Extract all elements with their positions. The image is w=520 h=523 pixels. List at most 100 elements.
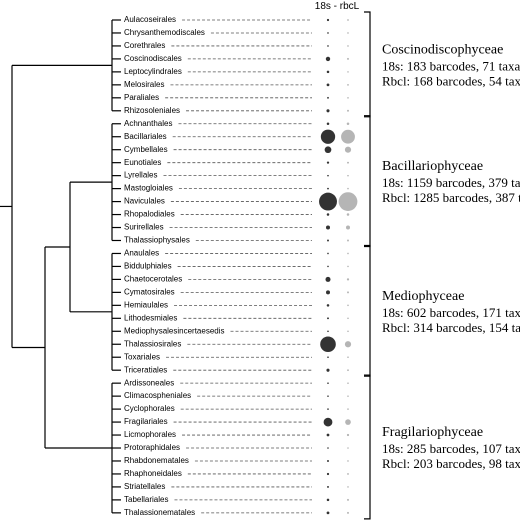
bubble-rbcl xyxy=(347,473,349,475)
bubble-rbcl xyxy=(344,341,352,348)
bubble-18s xyxy=(323,417,333,427)
order-label: Thalassiosirales xyxy=(124,339,181,348)
brace xyxy=(364,244,371,377)
bubble-18s xyxy=(327,485,329,488)
bubble-rbcl xyxy=(338,192,358,211)
bubble-18s xyxy=(327,252,329,255)
order-label: Corethrales xyxy=(124,41,165,50)
bubble-rbcl xyxy=(347,395,349,397)
bubble-18s xyxy=(326,109,330,113)
bubble-18s xyxy=(319,192,337,211)
bubble-18s xyxy=(327,356,329,359)
bubble-18s xyxy=(327,32,329,34)
order-label: Climacospheniales xyxy=(124,391,191,400)
bubble-18s xyxy=(326,213,330,216)
bubble-rbcl xyxy=(341,129,355,144)
bubble-rbcl xyxy=(347,486,349,488)
bubble-18s xyxy=(327,382,329,384)
order-label: Achnanthales xyxy=(124,119,172,128)
bubble-rbcl xyxy=(346,278,350,281)
bubble-18s xyxy=(320,129,336,144)
bubble-rbcl xyxy=(347,252,349,255)
order-label: Thalassionematales xyxy=(124,508,195,517)
bubble-18s xyxy=(326,83,330,87)
bubble-rbcl xyxy=(347,511,349,514)
bubble-18s xyxy=(327,187,329,190)
order-label: Cymbellales xyxy=(124,145,168,154)
order-label: Cyclophorales xyxy=(124,404,175,413)
order-label: Cymatosirales xyxy=(124,287,175,296)
bubble-18s xyxy=(320,336,336,353)
order-label: Triceratiales xyxy=(124,365,167,374)
order-label: Bacillariales xyxy=(124,132,167,141)
class-line: 18s: 1159 barcodes, 379 taxa xyxy=(382,175,520,190)
order-label: Hemiaulales xyxy=(124,300,168,309)
class-line: 18s: 602 barcodes, 171 taxa xyxy=(382,305,520,320)
brace xyxy=(364,115,371,248)
class-line: 18s: 183 barcodes, 71 taxa xyxy=(382,58,520,73)
class-line: Rbcl: 168 barcodes, 54 taxa xyxy=(382,73,520,88)
bubble-18s xyxy=(327,174,329,177)
order-label: Striatellales xyxy=(124,482,165,491)
bubble-rbcl xyxy=(347,265,349,268)
bubble-rbcl xyxy=(347,187,349,190)
bubble-rbcl xyxy=(347,317,349,320)
bubble-18s xyxy=(327,317,329,320)
bubble-rbcl xyxy=(347,161,349,164)
bubble-18s xyxy=(326,498,330,502)
order-label: Anaulales xyxy=(124,249,159,258)
bubble-18s xyxy=(325,276,331,282)
bubble-rbcl xyxy=(344,146,352,153)
bubble-rbcl xyxy=(347,109,349,112)
class-line: Rbcl: 314 barcodes, 154 taxa xyxy=(382,320,520,335)
brace xyxy=(364,11,371,118)
bubble-rbcl xyxy=(347,356,349,359)
order-label: Licmophorales xyxy=(124,430,176,439)
bubble-18s xyxy=(326,290,330,295)
bubble-18s xyxy=(326,433,330,437)
bubble-18s xyxy=(326,368,330,372)
bubble-18s xyxy=(327,330,329,333)
bubble-rbcl xyxy=(347,330,349,333)
bubble-rbcl xyxy=(347,408,349,410)
order-label: Rhaphoneidales xyxy=(124,469,182,478)
bubble-18s xyxy=(326,18,330,22)
bubble-18s xyxy=(326,70,330,74)
order-label: Mediophysalesincertaesedis xyxy=(124,326,225,335)
bubble-18s xyxy=(326,511,330,515)
bubble-rbcl xyxy=(347,291,349,294)
class-name: Bacillariophyceae xyxy=(382,159,483,174)
order-label: Coscinodiscales xyxy=(124,54,182,63)
order-label: Tabellariales xyxy=(124,495,168,504)
bubble-18s xyxy=(326,161,330,164)
order-label: Fragilariales xyxy=(124,417,168,426)
order-label: Melosirales xyxy=(124,80,164,89)
brace xyxy=(364,374,371,520)
bubble-18s xyxy=(327,239,329,242)
order-label: Rhopalodiales xyxy=(124,210,175,219)
order-label: Ardissoneales xyxy=(124,378,174,387)
bubble-18s xyxy=(327,408,329,410)
order-label: Lithodesmiales xyxy=(124,313,177,322)
bubble-18s xyxy=(326,122,330,126)
bubble-rbcl xyxy=(347,19,349,21)
class-name: Mediophyceae xyxy=(382,289,464,304)
bubble-18s xyxy=(325,56,331,62)
order-label: Thalassiophysales xyxy=(124,236,190,245)
bubble-18s xyxy=(326,304,330,307)
bubble-rbcl xyxy=(346,213,350,216)
bubble-18s xyxy=(327,395,329,397)
bubble-18s xyxy=(326,225,330,230)
order-label: Rhizosoleniales xyxy=(124,106,180,115)
bubble-18s xyxy=(327,96,329,99)
bubble-rbcl xyxy=(347,460,349,462)
order-label: Naviculales xyxy=(124,197,165,206)
bubble-rbcl xyxy=(347,71,349,73)
order-label: Surirellales xyxy=(124,223,164,232)
order-label: Aulacoseirales xyxy=(124,15,176,24)
bubble-18s xyxy=(327,265,329,268)
bubble-rbcl xyxy=(347,369,349,372)
bubble-rbcl xyxy=(347,32,349,34)
bubble-rbcl xyxy=(347,304,349,307)
tree xyxy=(0,19,121,514)
